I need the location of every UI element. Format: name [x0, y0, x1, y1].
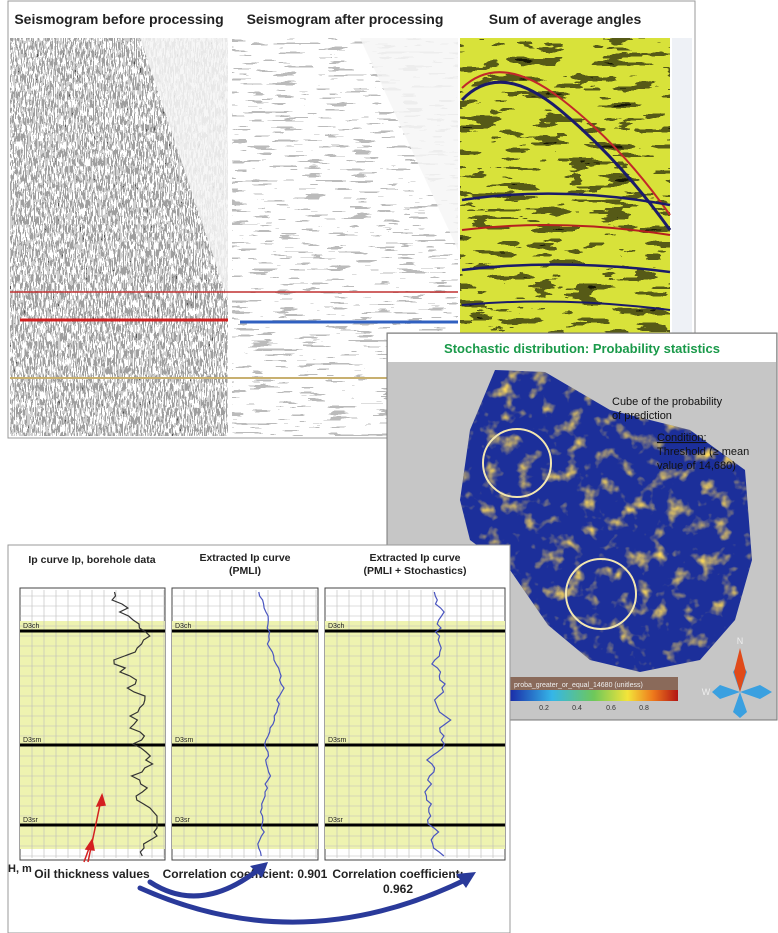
horizon-label: D3sm — [23, 737, 41, 744]
horizon-label: D3ch — [328, 623, 344, 630]
track-title: Ip curve Ip, borehole data — [28, 554, 155, 566]
colorbar-label: proba_greater_or_equal_14680 (unitless) — [514, 682, 643, 689]
horizon-label: D3ch — [175, 623, 191, 630]
colorbar-tick: 0.8 — [639, 705, 649, 712]
track-title: Extracted Ip curve — [369, 552, 460, 564]
cube-label: of prediction — [612, 410, 672, 422]
colorbar-tick: 0.2 — [539, 705, 549, 712]
condition-text: value of 14,680) — [657, 460, 736, 472]
track-title: (PMLI) — [229, 565, 261, 577]
page: Seismogram before processing Seismogram … — [0, 0, 778, 933]
track-title: (PMLI + Stochastics) — [364, 565, 467, 577]
horizon-label: D3ch — [23, 623, 39, 630]
panel-title: Sum of average angles — [489, 11, 642, 27]
pay-zone — [325, 621, 505, 849]
correlation-label: Correlation coefficient: — [332, 867, 463, 881]
condition-text: Threshold (≥ mean — [657, 446, 749, 458]
compass-label: N — [737, 636, 744, 646]
oil-label: Oil thickness values — [34, 867, 150, 881]
condition-label: Condition: — [657, 432, 707, 444]
depth-label: H, m — [8, 863, 32, 875]
horizon-label: D3sm — [328, 737, 346, 744]
horizon-label: D3sr — [175, 817, 190, 824]
panel-title: Seismogram before processing — [14, 11, 223, 27]
colorbar-tick: 0.6 — [606, 705, 616, 712]
cube-label: Cube of the probability — [612, 396, 723, 408]
horizon-label: D3sm — [175, 737, 193, 744]
logs-panel: D3ch D3sm D3sr D3ch D3sm D3sr D3ch D3sm D3sr Ip … — [8, 545, 510, 933]
track-title: Extracted Ip curve — [199, 552, 290, 564]
panel-title: Seismogram after processing — [247, 11, 444, 27]
pay-zone — [172, 621, 318, 849]
correlation-label: 0.962 — [383, 882, 413, 896]
compass-label: W — [702, 687, 711, 697]
scale-bar — [672, 38, 692, 336]
panel-title: Stochastic distribution: Probability sta… — [444, 341, 720, 356]
horizon-label: D3sr — [23, 817, 38, 824]
colorbar — [510, 690, 678, 701]
horizon-label: D3sr — [328, 817, 343, 824]
colorbar-tick: 0.4 — [572, 705, 582, 712]
